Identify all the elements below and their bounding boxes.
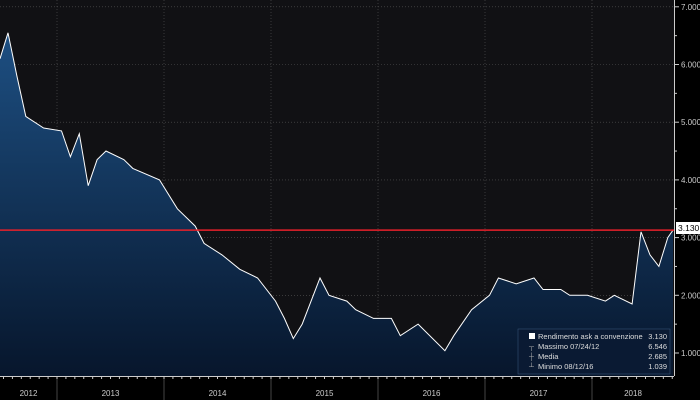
x-tick-label: 2016 xyxy=(423,389,441,398)
legend-label: Massimo 07/24/12 xyxy=(538,342,599,351)
y-tick-label: 1.000 xyxy=(681,349,700,358)
legend-value: 3.130 xyxy=(648,332,667,341)
series-area xyxy=(0,32,673,377)
x-tick-label: 2015 xyxy=(316,389,334,398)
x-axis: 2012 2013 2014 2015 2016 2017 2018 xyxy=(3,376,673,400)
x-tick-label: 2014 xyxy=(209,389,227,398)
x-tick-label: 2012 xyxy=(20,389,38,398)
y-axis: 1.000 2.000 3.000 4.000 5.000 6.000 7.000 xyxy=(674,3,700,358)
legend-swatch xyxy=(529,333,535,339)
legend-label: Rendimento ask a convenzione xyxy=(538,332,643,341)
legend-marker-icon: ┴ xyxy=(528,362,534,371)
y-tick-label: 3.000 xyxy=(681,234,700,243)
legend-label: Media xyxy=(538,352,559,361)
y-tick-label: 2.000 xyxy=(681,291,700,300)
legend-label: Minimo 08/12/16 xyxy=(538,362,593,371)
legend-value: 1.039 xyxy=(648,362,667,371)
series-line xyxy=(0,32,674,352)
y-tick-label: 5.000 xyxy=(681,118,700,127)
last-value-label: 3.130 xyxy=(676,222,700,234)
legend-value: 2.685 xyxy=(648,352,667,361)
legend-marker-icon: ┬ xyxy=(528,344,534,351)
x-tick-label: 2017 xyxy=(530,389,548,398)
legend-marker-icon: ┼ xyxy=(528,352,534,362)
x-tick-label: 2018 xyxy=(624,389,642,398)
x-tick-label: 2013 xyxy=(102,389,120,398)
legend-value: 6.546 xyxy=(648,342,667,351)
legend: Rendimento ask a convenzione 3.130 ┬ Massim… xyxy=(517,328,671,375)
y-tick-label: 6.000 xyxy=(681,61,700,70)
last-value-text: 3.130 xyxy=(678,223,700,233)
y-tick-label: 7.000 xyxy=(681,3,700,12)
y-tick-label: 4.000 xyxy=(681,176,700,185)
